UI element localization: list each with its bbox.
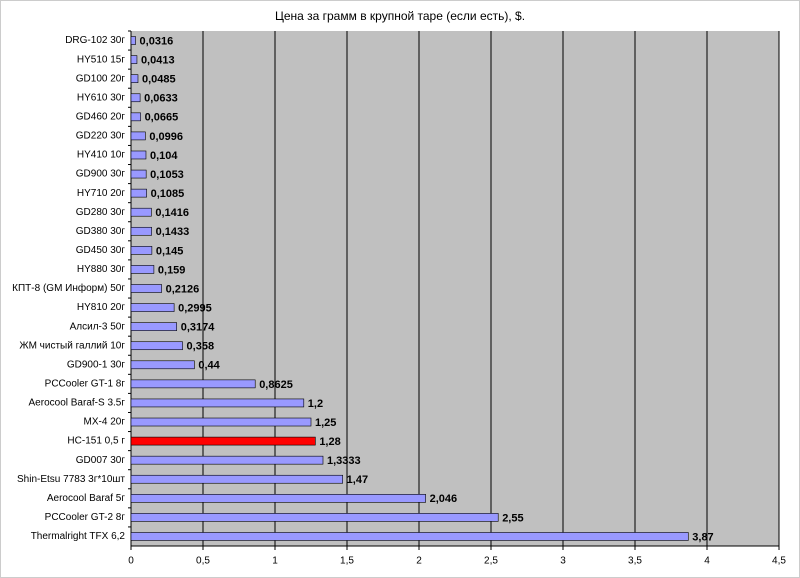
bar bbox=[130, 265, 155, 274]
data-label: 0,358 bbox=[187, 341, 215, 353]
bar bbox=[130, 36, 136, 45]
data-label: 0,3174 bbox=[181, 322, 216, 334]
x-tick-label: 4 bbox=[704, 556, 710, 567]
bar bbox=[130, 379, 256, 389]
y-tick-label: HY610 30г bbox=[77, 92, 125, 103]
bar bbox=[130, 188, 147, 198]
y-tick-label: DRG-102 30г bbox=[65, 35, 125, 46]
x-tick-label: 0 bbox=[128, 556, 134, 567]
y-tick-label: HY710 20г bbox=[77, 188, 125, 199]
y-tick-label: ЖМ чистый галлий 10г bbox=[19, 340, 125, 351]
y-tick-label: HY880 30г bbox=[77, 264, 125, 275]
data-label: 1,2 bbox=[308, 398, 323, 410]
data-label: 0,0413 bbox=[141, 55, 175, 67]
data-label: 1,3333 bbox=[327, 455, 361, 467]
y-tick-label: Aerocool Baraf-S 3.5г bbox=[29, 398, 126, 409]
bar bbox=[130, 398, 305, 408]
y-tick-label: Shin-Etsu 7783 3г*10шт bbox=[17, 474, 125, 485]
data-label: 0,1085 bbox=[151, 188, 185, 200]
x-tick-label: 2,5 bbox=[484, 556, 498, 567]
y-tick-label: HC-151 0,5 г bbox=[67, 436, 125, 447]
y-tick-label: GD900-1 30г bbox=[67, 359, 125, 370]
x-tick-label: 0,5 bbox=[196, 556, 210, 567]
bar bbox=[130, 455, 324, 465]
chart-title: Цена за грамм в крупной таре (если есть)… bbox=[275, 9, 525, 23]
bar bbox=[130, 112, 141, 122]
data-label: 0,0485 bbox=[142, 74, 176, 86]
bar bbox=[130, 284, 162, 293]
bar bbox=[130, 150, 147, 160]
y-tick-label: HY510 15г bbox=[77, 54, 125, 65]
y-tick-label: GD280 30г bbox=[76, 207, 126, 218]
data-label: 0,0665 bbox=[145, 112, 179, 124]
x-tick-label: 4,5 bbox=[772, 556, 786, 567]
bar bbox=[130, 226, 152, 236]
y-tick-label: HY410 10г bbox=[77, 150, 125, 161]
x-tick-label: 3 bbox=[560, 556, 566, 567]
data-label: 0,1433 bbox=[156, 226, 190, 238]
plot-area bbox=[131, 31, 779, 546]
y-tick-label: HY810 20г bbox=[77, 302, 125, 313]
data-label: 2,55 bbox=[502, 512, 523, 524]
y-tick-label: Алсил-3 50г bbox=[70, 321, 126, 332]
y-tick-label: КПТ-8 (GM Информ) 50г bbox=[12, 282, 125, 294]
y-tick-label: PCCooler GT-1 8г bbox=[45, 379, 126, 390]
x-tick-label: 1,5 bbox=[340, 556, 354, 567]
y-tick-label: GD007 30г bbox=[76, 455, 126, 466]
bar bbox=[130, 436, 316, 446]
bar bbox=[130, 169, 147, 179]
bar bbox=[130, 93, 141, 103]
data-label: 0,145 bbox=[156, 245, 184, 257]
data-label: 2,046 bbox=[430, 493, 458, 505]
y-tick-label: GD450 30г bbox=[76, 245, 126, 256]
bar bbox=[130, 341, 183, 351]
bar bbox=[130, 474, 343, 484]
data-label: 0,0633 bbox=[144, 93, 178, 105]
y-tick-label: GD100 20г bbox=[76, 73, 126, 84]
y-tick-label: Aerocool Baraf 5г bbox=[47, 493, 125, 504]
data-label: 0,2995 bbox=[178, 302, 212, 314]
x-tick-label: 2 bbox=[416, 556, 422, 567]
data-label: 0,159 bbox=[158, 264, 186, 276]
y-tick-label: GD220 30г bbox=[76, 131, 126, 142]
bar bbox=[130, 131, 146, 141]
data-label: 0,1053 bbox=[150, 169, 184, 181]
bar bbox=[130, 360, 195, 370]
data-label: 0,44 bbox=[198, 360, 220, 372]
x-tick-label: 1 bbox=[272, 556, 278, 567]
data-label: 0,104 bbox=[150, 150, 178, 162]
data-label: 0,8625 bbox=[259, 379, 293, 391]
bar bbox=[130, 55, 138, 64]
data-label: 0,0996 bbox=[149, 131, 183, 143]
bar bbox=[130, 494, 426, 503]
y-tick-label: GD900 30г bbox=[76, 169, 126, 180]
bar bbox=[130, 74, 139, 83]
y-tick-label: GD460 20г bbox=[76, 111, 126, 122]
bar bbox=[130, 303, 175, 312]
bar bbox=[130, 513, 499, 522]
data-label: 1,25 bbox=[315, 417, 336, 429]
data-label: 0,1416 bbox=[155, 207, 189, 219]
x-tick-label: 3,5 bbox=[628, 556, 642, 567]
y-tick-label: PCCooler GT-2 8г bbox=[45, 512, 126, 523]
data-label: 0,0316 bbox=[140, 35, 174, 47]
y-tick-label: MX-4 20г bbox=[84, 417, 126, 428]
bar bbox=[130, 207, 152, 217]
bar bbox=[130, 246, 153, 255]
y-tick-label: GD380 30г bbox=[76, 226, 126, 237]
bar bbox=[130, 417, 312, 427]
data-label: 1,47 bbox=[347, 474, 368, 486]
data-label: 0,2126 bbox=[166, 283, 200, 295]
bar bbox=[130, 532, 689, 541]
bar bbox=[130, 322, 178, 331]
y-tick-label: Thermalright TFX 6,2 bbox=[31, 531, 126, 542]
data-label: 3,87 bbox=[692, 531, 713, 543]
data-label: 1,28 bbox=[319, 436, 340, 448]
